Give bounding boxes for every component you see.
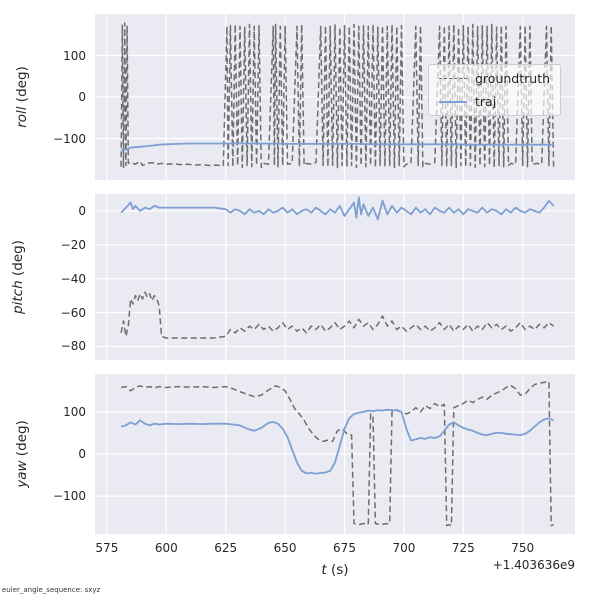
y-tick-label: −40 (60, 271, 86, 286)
x-tick-label: 675 (333, 541, 356, 555)
y-tick-label: 0 (78, 90, 86, 104)
pitch-subplot (95, 194, 575, 360)
roll-axis-label-var: roll (14, 106, 30, 128)
x-axis-label-var: t (321, 562, 327, 578)
y-tick-label: 0 (78, 447, 86, 461)
y-tick-label: −100 (53, 489, 86, 504)
y-tick-label: −80 (60, 339, 86, 354)
x-tick-label: 700 (392, 541, 416, 555)
y-tick-label: 100 (63, 48, 86, 63)
traj-line (120, 196, 555, 221)
yaw-axis-label-var: yaw (14, 460, 30, 488)
x-tick-label: 575 (95, 541, 119, 555)
traj-line-swatch (439, 100, 467, 103)
x-axis-offset: +1.403636e9 (492, 558, 575, 572)
groundtruth-line (120, 291, 555, 339)
x-tick-label: 725 (451, 541, 475, 555)
yaw-subplot (95, 374, 575, 534)
x-axis-label: t (s) (321, 562, 348, 578)
legend-label-traj: traj (475, 94, 497, 109)
traj-line (121, 142, 554, 151)
legend-item-groundtruth: groundtruth (439, 71, 550, 86)
legend-label-groundtruth: groundtruth (475, 71, 551, 86)
legend-item-traj: traj (439, 94, 550, 109)
axes-background (95, 194, 575, 360)
y-tick-label: −60 (60, 305, 86, 320)
x-tick-label: 600 (154, 541, 178, 555)
y-tick-label: −100 (53, 131, 86, 146)
y-tick-label: 0 (78, 203, 86, 218)
groundtruth-line-swatch (439, 78, 467, 79)
groundtruth-line (120, 22, 555, 169)
legend: groundtruth traj (428, 64, 562, 116)
y-tick-label: 100 (63, 404, 86, 419)
x-axis-label-unit: (s) (326, 562, 349, 578)
y-tick-label: −20 (60, 237, 86, 252)
traj-line (120, 408, 554, 475)
x-tick-label: 750 (511, 541, 535, 555)
euler-sequence-note: euler_angle_sequence: sxyz (2, 586, 101, 594)
groundtruth-line (120, 380, 554, 527)
x-tick-label: 650 (273, 541, 297, 555)
x-tick-label: 625 (214, 541, 238, 555)
